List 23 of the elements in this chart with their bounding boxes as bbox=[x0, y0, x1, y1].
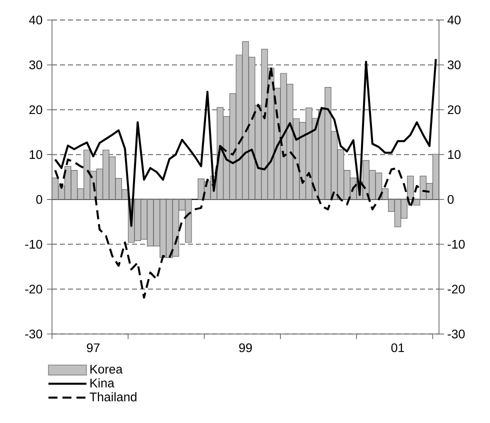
y2-tick-label: -10 bbox=[448, 240, 465, 249]
y-tick-label: -10 bbox=[25, 240, 42, 249]
y-tick-label: 20 bbox=[29, 105, 42, 114]
x-tick-label: 97 bbox=[86, 343, 100, 352]
y-tick-label: 10 bbox=[30, 150, 42, 159]
legend-label: Thailand bbox=[90, 392, 136, 402]
y2-tick-label: 30 bbox=[448, 60, 461, 70]
y-tick-label: -30 bbox=[25, 330, 42, 338]
y2-tick-label: 40 bbox=[447, 16, 461, 24]
y-tick-label: 30 bbox=[29, 60, 42, 70]
legend-label: Korea bbox=[90, 364, 123, 374]
y-tick-label: 0 bbox=[36, 195, 42, 204]
legend-label: Kina bbox=[90, 378, 114, 388]
y2-tick-label: -20 bbox=[448, 284, 465, 294]
y2-tick-label: 0 bbox=[448, 195, 454, 204]
y2-tick-label: 10 bbox=[448, 150, 461, 159]
y-tick-label: 40 bbox=[29, 16, 42, 24]
bar bbox=[407, 176, 414, 200]
x-tick-label: 99 bbox=[239, 343, 252, 352]
x-tick-label: 01 bbox=[391, 343, 404, 352]
y2-tick-label: -30 bbox=[448, 330, 465, 338]
y2-tick-label: 20 bbox=[448, 105, 461, 114]
y-tick-label: -20 bbox=[25, 284, 42, 294]
